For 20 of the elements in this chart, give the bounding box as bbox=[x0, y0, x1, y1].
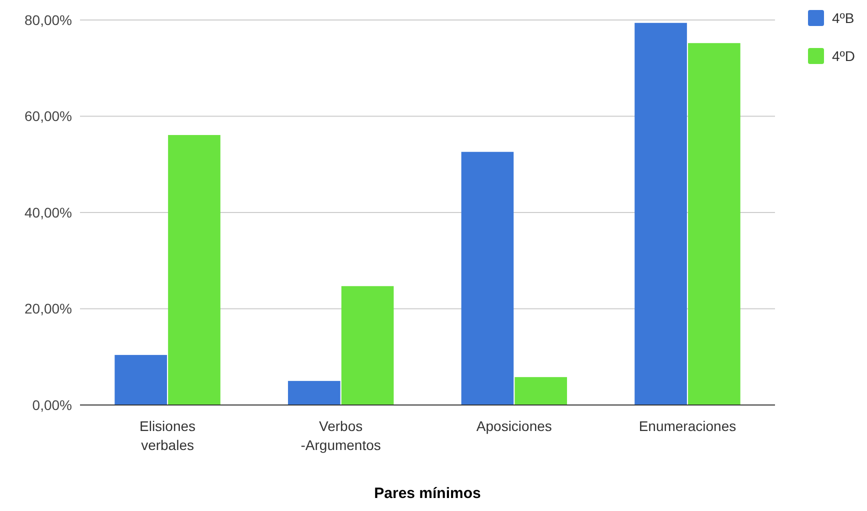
y-tick-label: 20,00% bbox=[24, 300, 72, 317]
y-tick-label: 40,00% bbox=[24, 204, 72, 220]
x-tick-label: Enumeraciones bbox=[638, 418, 736, 434]
legend-label: 4ºB bbox=[832, 10, 854, 26]
x-tick-label: Aposiciones bbox=[476, 418, 552, 434]
bar bbox=[634, 22, 687, 405]
legend-label: 4ºD bbox=[832, 48, 856, 64]
bar bbox=[461, 152, 514, 405]
y-tick-label: 60,00% bbox=[24, 108, 72, 124]
x-tick-label: Elisiones verbales bbox=[140, 418, 196, 453]
y-tick-label: 80,00% bbox=[24, 12, 72, 28]
bar bbox=[168, 135, 220, 405]
bar bbox=[288, 380, 340, 405]
bar bbox=[114, 354, 167, 405]
x-tick-label: Verbos -Argumentos bbox=[300, 418, 381, 453]
x-axis-title: Pares mínimos bbox=[374, 485, 481, 502]
bar bbox=[341, 286, 394, 405]
bar bbox=[688, 43, 740, 405]
y-tick-label: 0,00% bbox=[32, 396, 72, 413]
bar bbox=[514, 377, 568, 405]
